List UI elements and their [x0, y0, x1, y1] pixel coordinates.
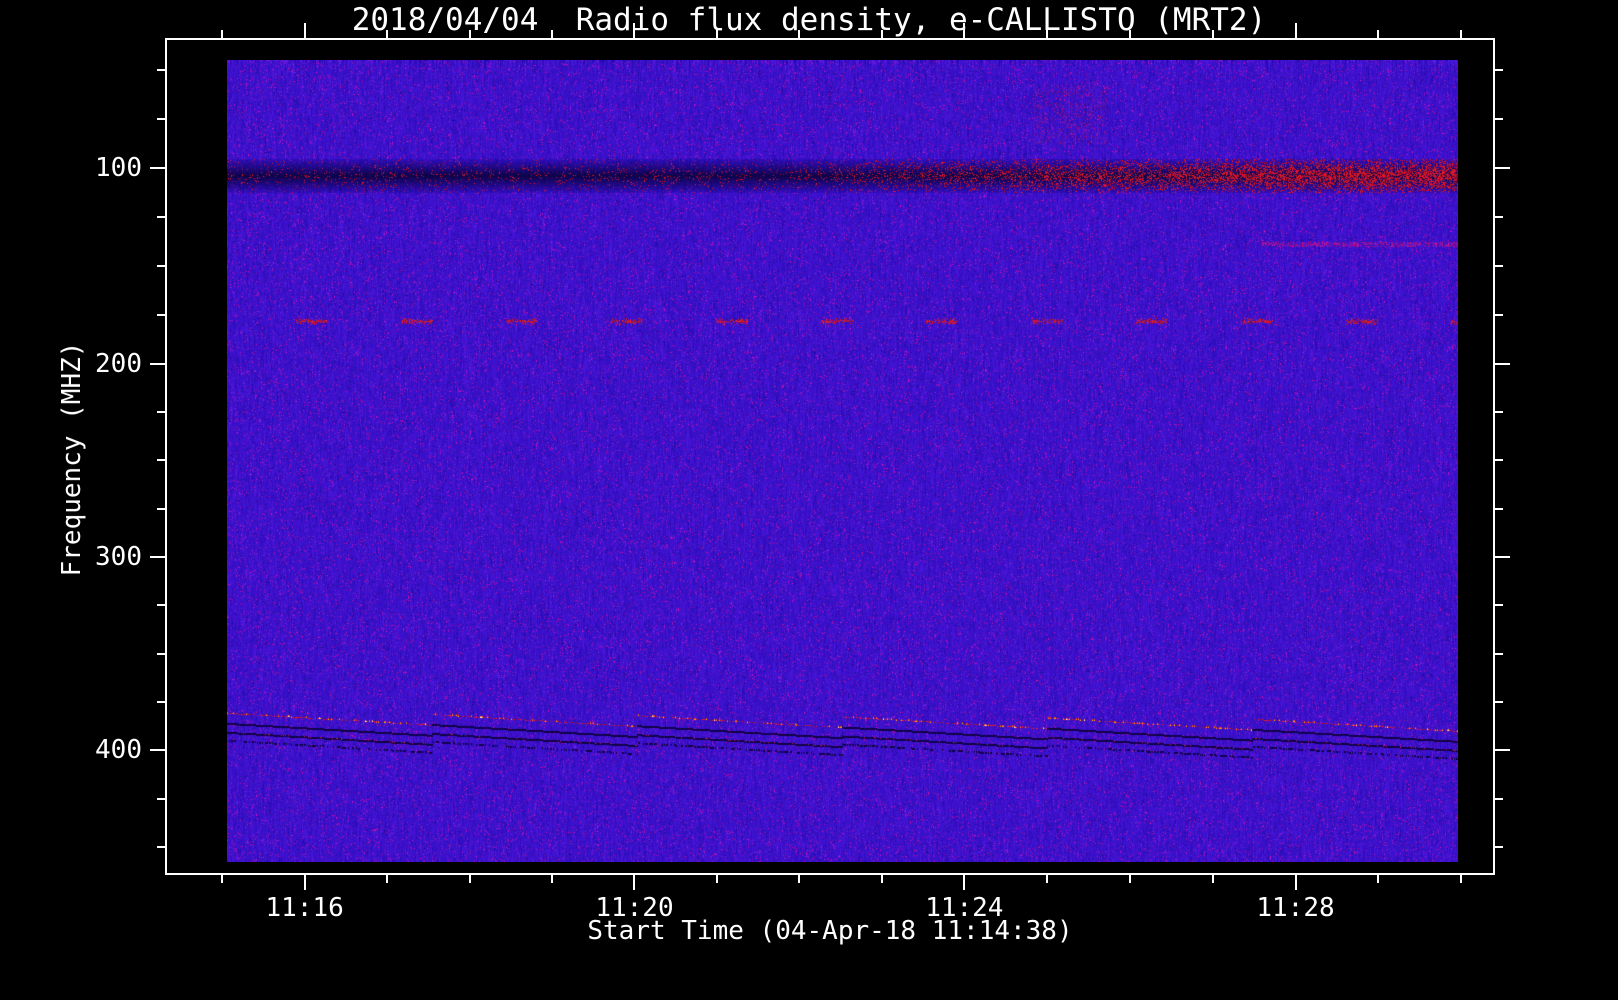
x-axis-tick	[633, 23, 635, 38]
x-axis-tick	[221, 30, 223, 38]
y-axis-tick	[150, 749, 165, 751]
y-axis-tick	[157, 701, 165, 703]
y-axis-tick	[157, 653, 165, 655]
x-axis-tick	[716, 30, 718, 38]
y-axis-tick	[1495, 216, 1503, 218]
y-axis-tick	[1495, 556, 1510, 558]
x-axis-tick	[1295, 875, 1297, 890]
y-axis-tick	[157, 216, 165, 218]
x-axis-tick	[881, 875, 883, 883]
x-axis-tick	[551, 30, 553, 38]
y-axis-tick	[157, 459, 165, 461]
y-axis-tick	[1495, 363, 1510, 365]
x-axis-tick	[798, 875, 800, 883]
x-axis-tick	[963, 875, 965, 890]
y-axis-tick	[157, 604, 165, 606]
x-axis-tick	[1046, 30, 1048, 38]
y-axis-tick	[157, 411, 165, 413]
y-tick-label: 400	[47, 735, 142, 765]
y-axis-tick	[150, 167, 165, 169]
y-axis-tick	[1495, 411, 1503, 413]
y-axis-tick	[1495, 69, 1503, 71]
y-axis-tick	[157, 508, 165, 510]
y-axis-tick	[157, 798, 165, 800]
y-axis-tick	[1495, 798, 1503, 800]
y-axis-tick	[1495, 653, 1503, 655]
x-axis-tick	[221, 875, 223, 883]
y-axis-tick	[157, 314, 165, 316]
y-axis-tick	[1495, 701, 1503, 703]
x-axis-tick	[1460, 30, 1462, 38]
y-axis-tick	[1495, 167, 1510, 169]
y-axis-tick	[1495, 314, 1503, 316]
y-axis-tick	[157, 846, 165, 848]
x-axis-tick	[386, 30, 388, 38]
y-axis-tick	[157, 118, 165, 120]
x-axis-tick	[798, 30, 800, 38]
x-axis-tick	[469, 30, 471, 38]
x-axis-tick	[469, 875, 471, 883]
y-axis-tick	[150, 556, 165, 558]
x-axis-tick	[1129, 875, 1131, 883]
x-axis-tick	[1460, 875, 1462, 883]
y-axis-tick	[1495, 265, 1503, 267]
x-axis-tick	[633, 875, 635, 890]
y-axis-label: Frequency (MHZ)	[57, 342, 87, 577]
y-axis-tick	[1495, 118, 1503, 120]
x-axis-tick	[881, 30, 883, 38]
x-axis-tick	[551, 875, 553, 883]
x-axis-tick	[386, 875, 388, 883]
x-axis-tick	[1295, 23, 1297, 38]
y-axis-tick	[1495, 749, 1510, 751]
x-axis-tick	[304, 23, 306, 38]
x-axis-tick	[1377, 30, 1379, 38]
x-axis-tick	[716, 875, 718, 883]
plot-frame	[165, 38, 1495, 875]
y-axis-tick	[157, 265, 165, 267]
x-axis-tick	[963, 23, 965, 38]
x-axis-tick	[1212, 875, 1214, 883]
y-axis-tick	[157, 69, 165, 71]
x-axis-tick	[1377, 875, 1379, 883]
y-axis-tick	[1495, 508, 1503, 510]
chart-title: 2018/04/04 Radio flux density, e-CALLIST…	[0, 2, 1618, 38]
x-axis-tick	[1212, 30, 1214, 38]
x-axis-tick	[1046, 875, 1048, 883]
y-axis-tick	[1495, 846, 1503, 848]
y-tick-label: 100	[47, 153, 142, 183]
y-axis-tick	[1495, 459, 1503, 461]
spectrogram-plot: 2018/04/04 Radio flux density, e-CALLIST…	[0, 0, 1618, 1000]
y-axis-tick	[1495, 604, 1503, 606]
x-axis-tick	[1129, 30, 1131, 38]
y-axis-tick	[150, 363, 165, 365]
x-axis-label: Start Time (04-Apr-18 11:14:38)	[165, 916, 1495, 946]
x-axis-tick	[304, 875, 306, 890]
